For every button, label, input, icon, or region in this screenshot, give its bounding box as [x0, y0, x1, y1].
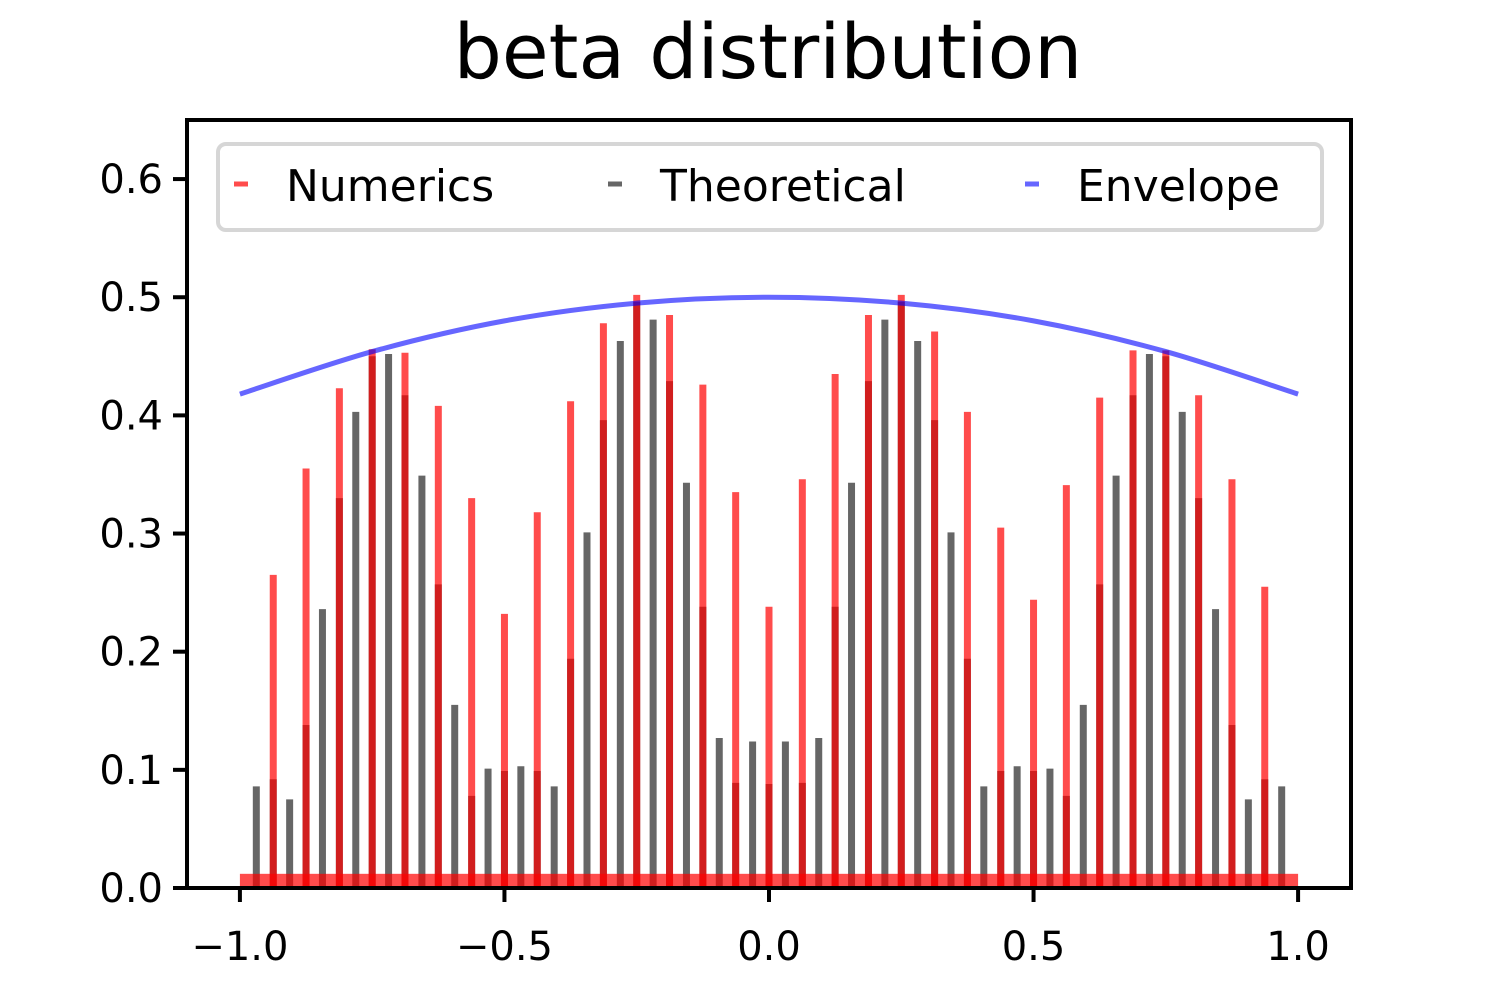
y-tick-label: 0.1 [99, 748, 163, 794]
plot-area [239, 294, 1299, 888]
legend-label-envelope: Envelope [1077, 161, 1280, 212]
x-tick-label: 0.0 [737, 924, 801, 970]
y-tick-label: 0.5 [99, 275, 163, 321]
legend-label-theoretical: Theoretical [659, 161, 906, 212]
x-tick-label: 0.5 [1002, 924, 1066, 970]
numerics-series [239, 294, 1299, 888]
legend-label-numerics: Numerics [286, 161, 494, 212]
x-tick-label: 1.0 [1266, 924, 1330, 970]
x-tick-label: −0.5 [456, 924, 553, 970]
legend: Numerics Theoretical Envelope [216, 142, 1324, 232]
y-tick-label: 0.0 [99, 866, 163, 912]
axes-frame [185, 118, 1353, 890]
envelope-series [239, 294, 1299, 397]
legend-box [216, 142, 1324, 232]
x-axis: −1.0 −0.5 0.0 0.5 1.0 [191, 888, 1330, 970]
y-axis: 0.0 0.1 0.2 0.3 0.4 0.5 0.6 [99, 157, 187, 912]
y-tick-label: 0.4 [99, 393, 163, 439]
y-tick-label: 0.3 [99, 512, 163, 558]
envelope-curve [239, 294, 1299, 397]
y-tick-label: 0.6 [99, 157, 163, 203]
chart-title: beta distribution [454, 7, 1083, 96]
y-tick-label: 0.2 [99, 630, 163, 676]
x-tick-label: −1.0 [191, 924, 288, 970]
